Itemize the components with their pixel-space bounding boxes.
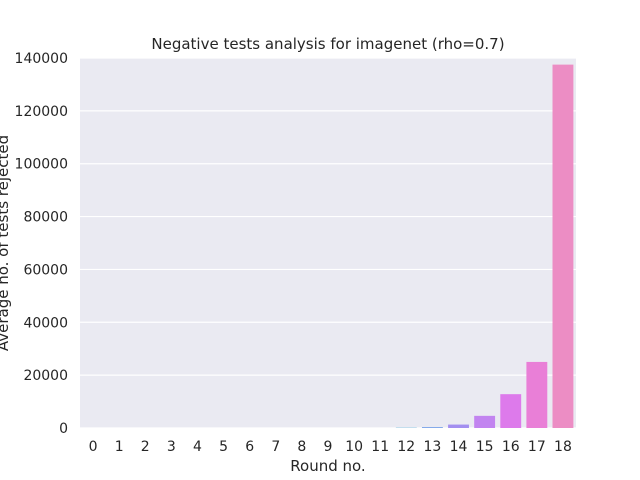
x-tick-label: 13 [424, 439, 442, 455]
x-tick-label: 8 [297, 439, 306, 455]
x-axis-label: Round no. [290, 457, 365, 475]
x-tick-label: 1 [115, 439, 124, 455]
x-tick-label: 14 [450, 439, 468, 455]
y-tick-labels: 0 20000 40000 60000 80000 100000 120000 140000 [15, 51, 68, 437]
x-tick-label: 0 [89, 439, 98, 455]
bars [395, 64, 574, 428]
x-tick-label: 16 [502, 439, 520, 455]
x-tick-label: 15 [476, 439, 494, 455]
x-tick-label: 9 [324, 439, 333, 455]
y-tick-label: 20000 [23, 368, 68, 384]
x-tick-labels: 0 1 2 3 4 5 6 7 8 9 10 11 12 13 14 15 16 17 18 [89, 439, 572, 455]
chart-title: Negative tests analysis for imagenet (rh… [151, 35, 504, 53]
x-tick-label: 4 [193, 439, 202, 455]
bar-round-14 [448, 424, 469, 428]
x-tick-label: 5 [219, 439, 228, 455]
x-tick-label: 11 [371, 439, 389, 455]
y-tick-label: 60000 [23, 262, 68, 278]
y-tick-label: 0 [59, 421, 68, 437]
y-tick-label: 100000 [15, 157, 68, 173]
bar-round-16 [500, 394, 522, 428]
y-axis-label: Average no. of tests rejected [0, 135, 12, 351]
bar-round-17 [526, 361, 548, 428]
x-tick-label: 17 [528, 439, 546, 455]
x-tick-label: 7 [271, 439, 280, 455]
x-tick-label: 12 [397, 439, 415, 455]
x-tick-label: 3 [167, 439, 176, 455]
y-tick-label: 140000 [15, 51, 68, 67]
bar-round-15 [474, 415, 496, 428]
x-tick-label: 6 [245, 439, 254, 455]
x-tick-label: 10 [345, 439, 363, 455]
bar-round-13 [421, 427, 443, 428]
bar-round-18 [552, 64, 574, 428]
grid-lines [80, 57, 576, 429]
y-tick-label: 40000 [23, 315, 68, 331]
x-tick-label: 2 [141, 439, 150, 455]
y-tick-label: 120000 [15, 104, 68, 120]
x-tick-label: 18 [554, 439, 572, 455]
y-tick-label: 80000 [23, 210, 68, 226]
plot-area [80, 58, 576, 428]
